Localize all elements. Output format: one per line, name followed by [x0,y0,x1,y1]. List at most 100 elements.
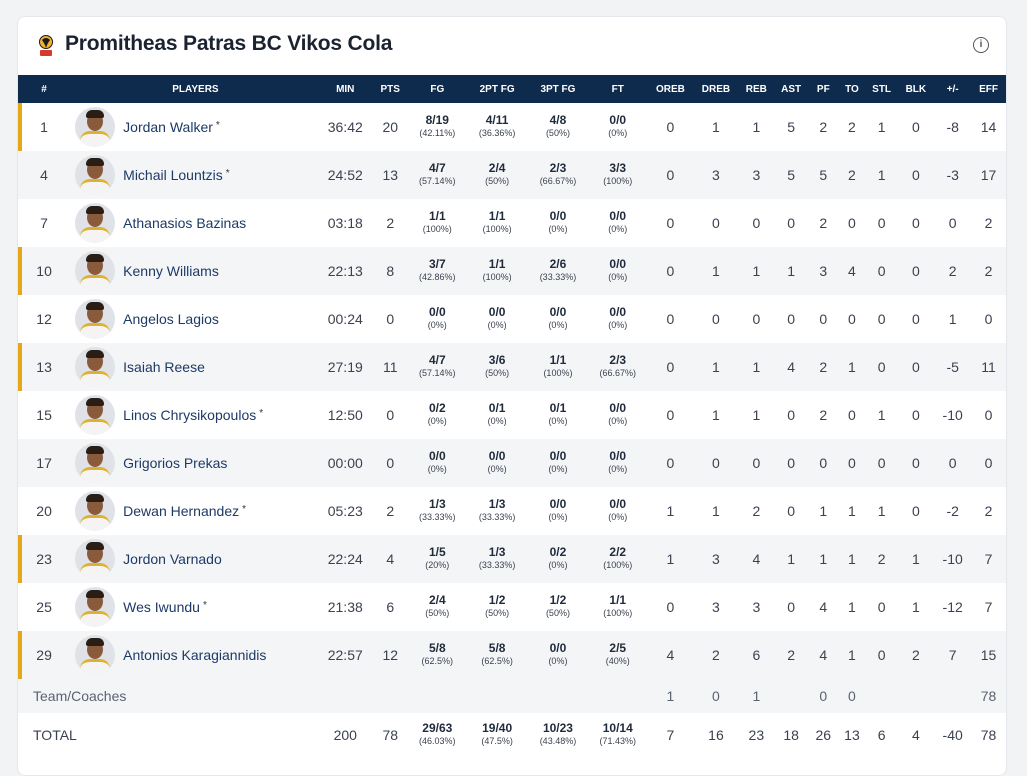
column-header-blk[interactable]: BLK [905,83,927,95]
minutes: 00:24 [327,311,363,327]
column-header-2pt-fg[interactable]: 2PT FG [479,83,515,95]
column-header-fg[interactable]: FG [430,83,445,95]
stat-eff: 11 [981,359,996,375]
player-avatar[interactable] [75,203,116,243]
player-avatar[interactable] [75,155,116,195]
column-header-players[interactable]: PLAYERS [172,83,219,95]
two-point-fg: 2/4 (50%) [464,151,530,199]
stat-blk: 0 [911,119,920,135]
free-throws-made-attempted: 2/5 [609,641,627,655]
three-point-fg-percentage: (0%) [548,512,568,522]
two-point-fg-made-attempted: 5/8 [488,641,506,655]
two-point-fg: 3/6 (50%) [464,343,530,391]
three-point-fg-made-attempted: 1/2 [549,593,567,607]
field-goals-percentage: (0%) [427,416,447,426]
two-point-fg: 1/3 (33.33%) [464,487,530,535]
free-throws-percentage: (0%) [608,416,628,426]
column-header-dreb[interactable]: DREB [701,83,731,95]
column-header-number[interactable]: # [41,83,47,95]
column-header-reb[interactable]: REB [745,83,767,95]
player-row: 7 Athanasios Bazinas 03:18 2 1/1 (100%) 1/1 (10… [18,199,1006,247]
three-point-fg-made-attempted: 2/3 [549,161,567,175]
stat-stl: 1 [877,119,886,135]
stat-pm: -10 [942,551,963,567]
player-name-link[interactable]: Dewan Hernandez * [123,503,246,519]
free-throws: 2/5 (40%) [586,631,650,679]
total-free-throws-made-attempted: 10/14 [602,721,633,735]
three-point-fg-made-attempted: 0/1 [549,401,567,415]
player-name-link[interactable]: Michail Lountzis * [123,167,230,183]
jersey-number: 7 [40,215,48,231]
player-avatar[interactable] [75,443,116,483]
total-stat-to: 13 [836,713,868,757]
player-avatar[interactable] [75,299,116,339]
player-row: 29 Antonios Karagiannidis 22:57 12 5/8 (62.5%… [18,631,1006,679]
stat-dreb: 1 [712,359,720,375]
stat-blk: 1 [911,551,920,567]
stat-blk: 0 [911,503,920,519]
free-throws-made-attempted: 0/0 [609,257,627,271]
stat-dreb: 1 [712,263,720,279]
empty-cell [530,679,586,713]
player-avatar[interactable] [75,395,116,435]
player-name-link[interactable]: Grigorios Prekas [123,455,227,471]
field-goals-percentage: (42.11%) [419,128,456,138]
stat-oreb: 0 [666,167,675,183]
column-header-ft[interactable]: FT [611,83,624,95]
free-throws-made-attempted: 0/0 [609,305,627,319]
total-stat-oreb: 7 [649,713,691,757]
stat-ast: 0 [787,599,795,615]
player-name-link[interactable]: Wes Iwundu * [123,599,207,615]
stat-blk: 0 [911,167,920,183]
player-name-link[interactable]: Jordon Varnado [123,551,222,567]
stat-pm: -12 [942,599,963,615]
player-name-link[interactable]: Isaiah Reese [123,359,205,375]
column-header-oreb[interactable]: OREB [655,83,685,95]
player-avatar[interactable] [75,587,116,627]
player-name-link[interactable]: Kenny Williams [123,263,219,279]
free-throws: 1/1 (100%) [586,583,650,631]
column-header-ast[interactable]: AST [781,83,802,95]
stat-reb: 1 [752,119,761,135]
jersey-number: 23 [18,535,70,583]
stat-reb: 1 [752,263,761,279]
column-header-eff[interactable]: EFF [979,83,998,95]
stat-dreb: 0 [712,455,720,471]
two-point-fg: 1/2 (50%) [464,583,530,631]
field-goals: 1/5 (20%) [411,535,464,583]
free-throws: 0/0 (0%) [586,487,650,535]
player-avatar[interactable] [75,107,116,147]
stat-pf: 2 [819,215,828,231]
player-avatar[interactable] [75,539,116,579]
total-row: TOTAL 200 78 29/63 (46.03%) 19/40 (47.5%) 10/23… [18,713,1006,757]
column-header-pts[interactable]: PTS [380,83,400,95]
two-point-fg: 0/1 (0%) [464,391,530,439]
field-goals: 5/8 (62.5%) [411,631,464,679]
player-avatar[interactable] [75,347,116,387]
free-throws-made-attempted: 0/0 [609,497,627,511]
player-name-link[interactable]: Athanasios Bazinas [123,215,246,231]
minutes: 22:24 [327,551,363,567]
player-name-link[interactable]: Jordan Walker * [123,119,220,135]
points: 11 [382,359,398,375]
column-header-pf[interactable]: PF [816,83,830,95]
column-header-3pt-fg[interactable]: 3PT FG [540,83,576,95]
stat-reb: 1 [752,407,761,423]
player-avatar[interactable] [75,491,116,531]
player-avatar[interactable] [75,251,116,291]
player-name-link[interactable]: Angelos Lagios [123,311,219,327]
column-header-plus-minus[interactable]: +/- [946,83,959,95]
info-icon[interactable]: i [973,37,989,53]
column-header-min[interactable]: MIN [336,83,355,95]
column-header-stl[interactable]: STL [872,83,892,95]
field-goals: 4/7 (57.14%) [411,343,464,391]
player-cell: Kenny Williams [70,247,321,295]
column-header-to[interactable]: TO [845,83,859,95]
player-avatar[interactable] [75,635,116,675]
two-point-fg-made-attempted: 1/1 [488,257,506,271]
player-name-link[interactable]: Antonios Karagiannidis [123,647,266,663]
total-stat-dreb: 16 [690,713,741,757]
player-name-link[interactable]: Linos Chrysikopoulos * [123,407,263,423]
jersey-number: 1 [18,103,70,151]
three-point-fg-percentage: (50%) [545,608,570,618]
